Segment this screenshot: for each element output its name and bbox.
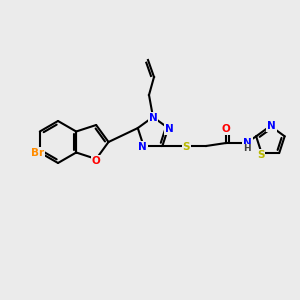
Text: S: S [183, 142, 190, 152]
Text: Br: Br [31, 148, 44, 158]
Text: N: N [267, 121, 276, 131]
Text: N: N [148, 113, 158, 123]
Text: N: N [243, 138, 252, 148]
Text: N: N [165, 124, 174, 134]
Text: S: S [257, 150, 264, 160]
Text: O: O [92, 156, 100, 166]
Text: O: O [221, 124, 230, 134]
Text: H: H [244, 144, 251, 153]
Text: N: N [138, 142, 147, 152]
